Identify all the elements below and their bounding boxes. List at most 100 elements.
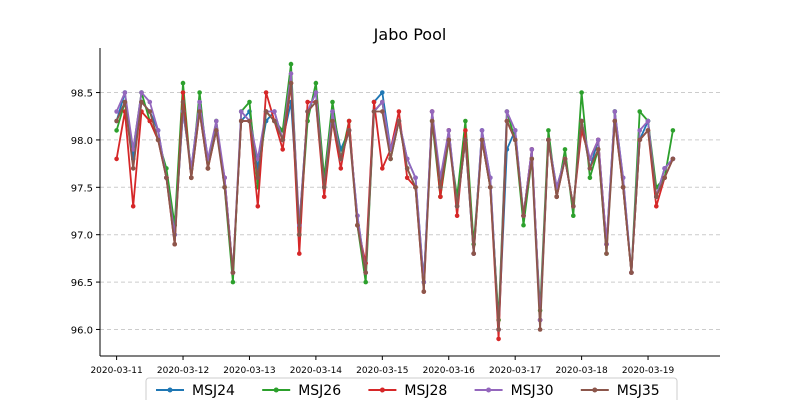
data-point <box>587 166 593 171</box>
legend-label: MSJ28 <box>404 383 447 399</box>
legend-entry-msj26: MSJ26 <box>262 383 341 399</box>
data-point <box>130 204 136 209</box>
data-point <box>363 279 369 285</box>
data-point <box>155 128 161 133</box>
data-point <box>604 251 609 256</box>
data-point <box>380 109 385 114</box>
y-tick-label: 97.0 <box>71 231 93 242</box>
data-point <box>645 118 651 124</box>
data-point <box>380 90 385 95</box>
data-point <box>371 109 377 114</box>
data-point <box>247 99 252 105</box>
data-point <box>496 327 501 332</box>
data-point <box>496 336 501 342</box>
data-point <box>288 61 294 67</box>
x-tick-label: 2020-03-18 <box>555 366 608 376</box>
x-tick-label: 2020-03-11 <box>90 366 142 376</box>
data-point <box>222 185 227 190</box>
y-tick-label: 98.5 <box>71 89 93 100</box>
data-point <box>346 128 352 133</box>
data-point <box>263 109 269 114</box>
data-point <box>645 128 651 133</box>
data-point <box>637 137 642 143</box>
data-point <box>363 270 369 275</box>
data-point <box>413 185 418 190</box>
data-point <box>288 71 294 76</box>
data-point <box>429 118 435 124</box>
data-point <box>463 137 468 143</box>
data-point <box>214 128 219 133</box>
data-point <box>546 137 551 143</box>
data-point <box>139 90 144 95</box>
x-tick-label: 2020-03-15 <box>356 366 408 376</box>
series-line <box>115 82 674 331</box>
data-point <box>554 194 559 200</box>
data-point <box>346 118 352 124</box>
legend-label: MSJ35 <box>617 383 660 399</box>
data-point <box>571 204 576 209</box>
data-point <box>595 147 601 152</box>
data-point <box>114 118 119 124</box>
data-point <box>321 185 327 190</box>
series-layer <box>114 61 676 342</box>
data-point <box>629 270 634 275</box>
legend-frame <box>145 377 678 400</box>
data-point <box>371 99 377 105</box>
data-point <box>438 194 443 200</box>
data-point <box>263 90 269 95</box>
data-point <box>637 128 642 133</box>
data-point <box>471 251 477 256</box>
data-point <box>197 109 202 114</box>
data-point <box>380 99 385 105</box>
legend-entry-msj24: MSJ24 <box>156 383 235 399</box>
data-point <box>130 147 136 152</box>
data-point <box>272 118 277 124</box>
data-point <box>529 147 535 152</box>
data-point <box>330 109 335 114</box>
data-point <box>479 137 485 143</box>
data-point <box>297 232 302 237</box>
data-point <box>612 118 618 124</box>
data-point <box>230 270 236 275</box>
data-point <box>147 118 153 124</box>
data-point <box>114 109 119 114</box>
data-point <box>562 156 568 162</box>
data-point <box>147 99 153 105</box>
data-point <box>305 99 310 105</box>
data-point <box>396 109 402 114</box>
data-point <box>670 128 676 133</box>
data-point <box>297 251 302 256</box>
data-point <box>114 156 119 162</box>
data-point <box>446 128 452 133</box>
series-msj35 <box>114 80 676 332</box>
data-point <box>512 128 518 133</box>
data-point <box>180 80 186 86</box>
data-point <box>214 118 219 124</box>
data-point <box>313 90 319 95</box>
x-tick-label: 2020-03-19 <box>622 366 675 376</box>
data-point <box>230 279 236 285</box>
data-point <box>338 166 344 171</box>
legend-swatch-marker <box>273 387 279 393</box>
legend-label: MSJ24 <box>192 383 235 399</box>
x-tick-label: 2020-03-14 <box>290 366 343 376</box>
data-point <box>488 185 493 190</box>
data-point <box>429 109 435 114</box>
data-point <box>562 147 568 152</box>
legend-label: MSJ26 <box>298 383 341 399</box>
data-point <box>413 175 418 181</box>
data-point <box>579 90 584 95</box>
legend-label: MSJ30 <box>511 383 554 399</box>
data-point <box>130 166 136 171</box>
data-point <box>521 222 526 228</box>
y-tick-label: 96.5 <box>71 278 93 289</box>
x-tick-label: 2020-03-17 <box>489 366 541 376</box>
axis-ticks: 96.0 96.5 97.0 97.5 98.0 98.5 2020-03-11 2020-0… <box>71 89 675 376</box>
data-point <box>388 156 393 162</box>
data-point <box>504 109 510 114</box>
data-point <box>164 175 169 181</box>
data-point <box>380 166 385 171</box>
data-point <box>255 175 261 181</box>
data-point <box>662 175 667 181</box>
